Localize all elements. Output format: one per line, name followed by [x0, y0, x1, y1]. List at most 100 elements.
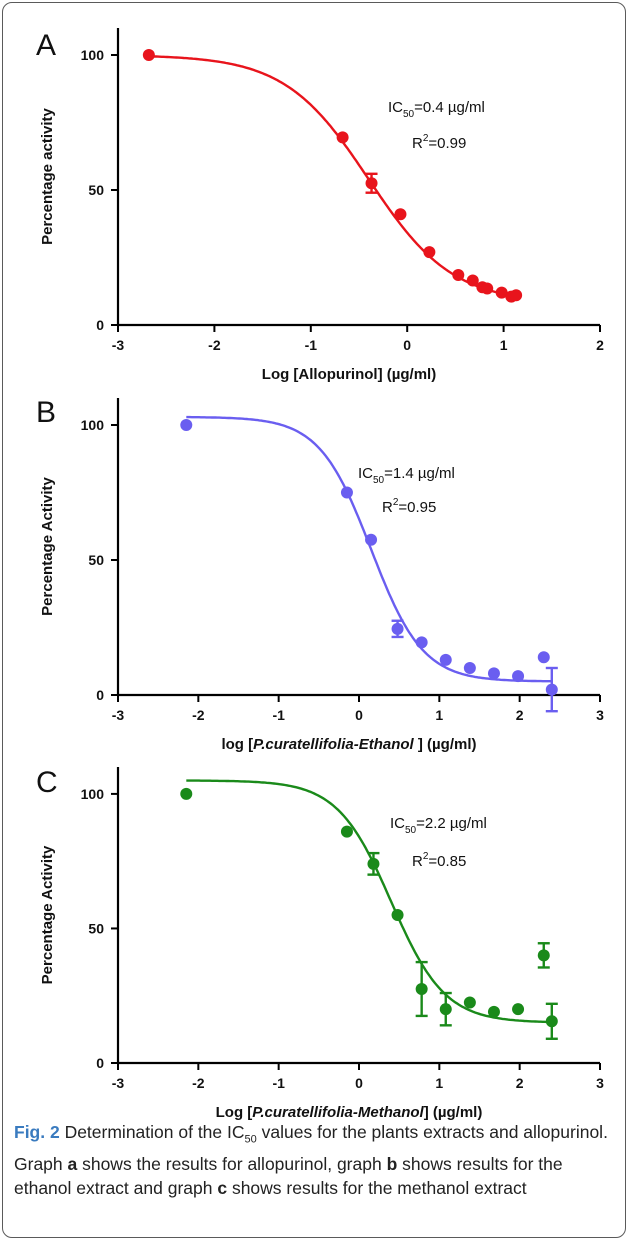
ic50-annotation: IC50=0.4 µg/ml	[388, 99, 485, 120]
data-point	[142, 49, 155, 61]
x-tick-label: 2	[516, 707, 524, 723]
r2-superscript: 2	[393, 497, 399, 508]
x-tick-label: -3	[112, 337, 125, 353]
x-axis-title-part: Log [	[216, 1104, 253, 1120]
y-tick-label: 100	[81, 786, 105, 802]
data-point	[340, 825, 353, 838]
ic50-value: =0.4 µg/ml	[414, 99, 485, 116]
data-point	[466, 274, 479, 287]
data-point	[463, 662, 476, 674]
r2-value: =0.85	[428, 853, 466, 870]
data-point	[439, 1003, 452, 1016]
data-point	[439, 653, 452, 666]
data-point	[340, 486, 353, 499]
data-point	[545, 683, 558, 696]
data-point	[180, 787, 193, 800]
data-point	[391, 909, 404, 921]
r2-label: R	[412, 853, 423, 870]
data-point	[423, 246, 436, 259]
panel-letter-a: A	[36, 29, 56, 62]
x-tick-label: -2	[208, 337, 221, 353]
data-point	[510, 289, 523, 302]
x-tick-label: 3	[596, 707, 604, 723]
caption-text-2: values for the plants extracts and allop…	[14, 1122, 608, 1174]
x-tick-label: 1	[435, 707, 443, 723]
caption-fig-label: Fig. 2	[14, 1122, 60, 1142]
r2-annotation: R2=0.95	[382, 497, 436, 516]
data-point	[391, 622, 404, 635]
x-tick-label: -3	[112, 707, 125, 723]
caption-graph-c: c	[217, 1177, 228, 1198]
x-axis-title-part: ] (µg/ml)	[424, 1104, 483, 1120]
data-point	[365, 533, 378, 546]
ic50-annotation: IC50=1.4 µg/ml	[358, 465, 455, 486]
data-point	[487, 1005, 500, 1018]
y-tick-label: 0	[96, 687, 104, 703]
x-tick-label: 3	[596, 1075, 604, 1091]
panel-a: A -3 -2 -1 0 1 2 0 50 100 Percentage activity Log […	[36, 28, 604, 383]
caption-graph-a: a	[67, 1153, 78, 1174]
caption-text-3: shows the results for allopurinol, graph	[77, 1153, 387, 1174]
data-point	[487, 667, 500, 680]
data-point	[367, 857, 380, 870]
r2-value: =0.95	[398, 499, 436, 516]
caption-text-5: shows results for the methanol extract	[227, 1177, 527, 1198]
data-point	[394, 208, 407, 221]
r2-annotation: R2=0.85	[412, 851, 466, 870]
x-tick-label: -1	[272, 707, 285, 723]
r2-label: R	[412, 135, 423, 152]
fit-curve	[186, 779, 552, 1024]
x-tick-label: 0	[355, 707, 363, 723]
x-axis-title: Log [P.curatellifolia-Methanol] (µg/ml)	[216, 1104, 483, 1120]
y-tick-label: 50	[88, 920, 104, 936]
data-point	[415, 636, 428, 649]
data-point	[463, 996, 476, 1009]
ic50-label: IC	[388, 99, 403, 116]
panel-c: C -3 -2 -1 0 1 2 3 0 50 100 Percentage Activity Log …	[36, 766, 604, 1120]
r2-superscript: 2	[423, 133, 429, 144]
fit-curve	[148, 55, 517, 298]
data-point	[180, 419, 193, 431]
x-tick-label: 2	[596, 337, 604, 353]
r2-superscript: 2	[423, 851, 429, 862]
figure-caption: Fig. 2 Determination of the IC50 values …	[14, 1120, 614, 1200]
data-point	[336, 131, 349, 144]
data-point	[512, 1003, 525, 1016]
x-tick-label: -3	[112, 1075, 125, 1091]
data-point	[495, 286, 508, 299]
x-tick-label: -1	[272, 1075, 285, 1091]
data-point	[512, 670, 525, 683]
x-axis-title-part: P.curatellifolia-Ethanol	[253, 736, 414, 753]
x-tick-label: 1	[435, 1075, 443, 1091]
data-point	[415, 983, 428, 995]
caption-ic50-sub: 50	[244, 1133, 257, 1146]
y-tick-label: 50	[88, 552, 104, 568]
data-point	[537, 651, 550, 664]
r2-label: R	[382, 499, 393, 516]
caption-graph-b: b	[386, 1153, 398, 1174]
fit-curve	[186, 415, 552, 683]
ic50-label: IC	[358, 465, 373, 482]
data-point	[481, 282, 494, 295]
ic50-value: =2.2 µg/ml	[416, 815, 487, 832]
x-tick-label: 0	[355, 1075, 363, 1091]
y-tick-label: 50	[88, 182, 104, 198]
x-tick-label: -1	[305, 337, 318, 353]
ic50-value: =1.4 µg/ml	[384, 465, 455, 482]
panel-b: B -3 -2 -1 0 1 2 3 0 50 100 Percentage Activity log …	[36, 396, 604, 753]
ic50-subscript: 50	[405, 825, 417, 836]
ic50-subscript: 50	[373, 475, 385, 486]
y-tick-label: 0	[96, 1055, 104, 1071]
caption-text-1: Determination of the IC	[59, 1122, 245, 1142]
x-tick-label: 1	[500, 337, 508, 353]
x-tick-label: -2	[192, 1075, 205, 1091]
x-tick-label: 2	[516, 1075, 524, 1091]
data-point	[452, 269, 465, 282]
y-tick-label: 100	[81, 47, 105, 63]
r2-annotation: R2=0.99	[412, 133, 466, 152]
y-axis-title: Percentage Activity	[39, 477, 56, 616]
data-point	[537, 949, 550, 962]
y-tick-label: 0	[96, 317, 104, 333]
